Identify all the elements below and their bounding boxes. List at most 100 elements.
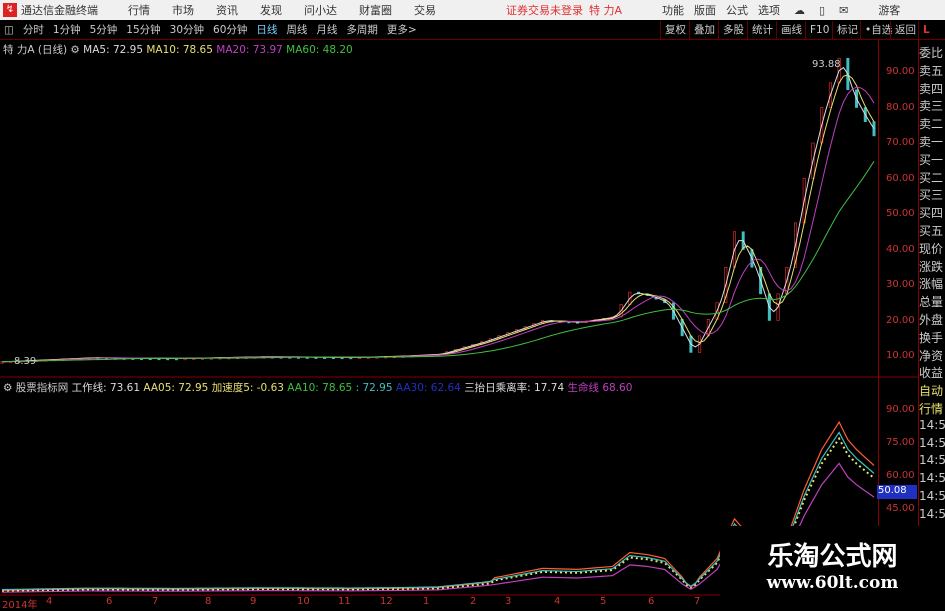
btn-diejia[interactable]: 叠加	[689, 21, 719, 39]
ma20-line	[1, 86, 875, 363]
stock-name: 特 力A	[589, 4, 623, 17]
quote-label: 14:56	[919, 489, 945, 503]
time-tick: 11	[338, 596, 351, 607]
ind-item: AA30: 62.64	[395, 382, 461, 394]
watermark-title: 乐淘公式网	[767, 542, 898, 572]
candle	[828, 82, 832, 108]
ind-item: 68.60	[602, 382, 633, 394]
candle	[811, 142, 815, 179]
level-indicator-icon[interactable]: L	[918, 21, 934, 39]
ind-item: 生命线	[567, 382, 599, 394]
ind-y-tick: 90.00	[886, 404, 915, 415]
quote-label: 换手	[919, 330, 944, 345]
period-monthly[interactable]: 月线	[316, 24, 338, 36]
y-tick: 50.00	[886, 208, 915, 219]
time-tick: 2014年	[2, 600, 38, 611]
indicator-name: 股票指标网	[15, 382, 69, 394]
quote-label: 卖三	[919, 99, 944, 114]
cloud-icon[interactable]: ☁	[794, 3, 806, 17]
menu-jiaoyi[interactable]: 交易	[414, 4, 436, 17]
menu-xuanxiang[interactable]: 选项	[758, 4, 781, 17]
time-tick: 6	[648, 596, 655, 607]
menu-shichang[interactable]: 市场	[172, 4, 194, 17]
menu-hangqing[interactable]: 行情	[128, 4, 150, 17]
btn-f10[interactable]: F10	[805, 21, 833, 39]
btn-zixuan[interactable]: •自选	[860, 21, 896, 39]
high-price-label: 93.88	[812, 59, 841, 70]
period-toolbar: ◫ 分时 1分钟 5分钟 15分钟 30分钟 60分钟 日线 周线 月线 多周期…	[0, 20, 945, 40]
candle	[794, 222, 798, 268]
y-tick: 10.00	[886, 350, 915, 361]
time-tick: 2	[470, 596, 477, 607]
time-tick: 10	[297, 596, 310, 607]
y-tick: 70.00	[886, 137, 915, 148]
period-daily[interactable]: 日线	[256, 24, 278, 36]
ind-item: AA10: 78.65	[287, 382, 353, 394]
btn-biaoji[interactable]: 标记	[832, 21, 862, 39]
main-chart-legend: 特 力A (日线) ⚙ MA5: 72.95 MA10: 78.65 MA20:…	[3, 42, 353, 57]
panel-toggle-icon[interactable]: ◫	[4, 23, 14, 36]
app-title: 通达信金融终端	[21, 4, 98, 17]
period-weekly[interactable]: 周线	[286, 24, 308, 36]
time-tick: 5	[600, 596, 607, 607]
period-30min[interactable]: 30分钟	[169, 24, 205, 36]
period-5min[interactable]: 5分钟	[89, 24, 118, 36]
quote-label: 外盘	[919, 313, 944, 327]
y-tick: 40.00	[886, 244, 915, 255]
time-tick: 6	[106, 596, 113, 607]
menu-faxian[interactable]: 发现	[260, 4, 282, 17]
y-tick: 60.00	[886, 173, 915, 184]
menu-gongneng[interactable]: 功能	[662, 4, 685, 17]
quote-label: 14:56	[919, 453, 945, 468]
y-tick: 90.00	[886, 66, 915, 77]
quote-label: 卖五	[919, 63, 944, 78]
quote-label: 14:56	[919, 506, 945, 521]
menu-caifuquan[interactable]: 财富圈	[359, 4, 392, 17]
low-price-label: 8.39	[14, 356, 37, 367]
quote-panel	[918, 40, 945, 595]
login-status[interactable]: 证券交易未登录	[506, 4, 583, 17]
candle	[776, 293, 780, 321]
aa05-line	[1, 436, 875, 593]
period-fenshi[interactable]: 分时	[22, 24, 44, 36]
period-more[interactable]: 更多>	[386, 24, 417, 36]
btn-huaxian[interactable]: 画线	[776, 21, 806, 39]
ma5-label: MA5: 72.95	[83, 44, 144, 56]
time-tick: 1	[423, 596, 430, 607]
menu-gongshi[interactable]: 公式	[726, 4, 749, 17]
period-15min[interactable]: 15分钟	[126, 24, 161, 36]
btn-tongji[interactable]: 统计	[747, 21, 777, 39]
period-multi[interactable]: 多周期	[346, 24, 378, 36]
settings-icon[interactable]: ⚙	[70, 44, 80, 56]
main-chart-title: 特 力A (日线)	[3, 44, 68, 56]
current-value-marker: 50.08	[877, 485, 917, 499]
quote-label: 涨跌	[919, 259, 944, 274]
quote-label: 涨幅	[919, 277, 944, 292]
quote-label: 总量	[919, 295, 944, 310]
settings-icon[interactable]: ⚙	[3, 382, 13, 394]
btn-duogu[interactable]: 多股	[718, 21, 748, 39]
quote-label: 净资	[919, 348, 944, 363]
period-1min[interactable]: 1分钟	[52, 24, 81, 36]
candle	[698, 335, 702, 353]
ind-item: 工作线: 73.61	[71, 382, 141, 394]
ind-item: : 72.95	[355, 382, 393, 394]
time-tick: 3	[505, 596, 512, 607]
quote-label: 自动	[919, 384, 944, 399]
btn-fanhui[interactable]: 返回	[890, 21, 920, 39]
ind-item: 三抬日乘离率: 17.74	[464, 382, 565, 394]
btn-fuquan[interactable]: 复权	[660, 21, 690, 39]
menu-wenxiaoda[interactable]: 问小达	[304, 4, 337, 17]
message-icon[interactable]: ✉	[839, 3, 849, 17]
menu-zixun[interactable]: 资讯	[216, 4, 238, 17]
candle	[724, 266, 728, 304]
phone-icon[interactable]: ▯	[819, 3, 826, 17]
guest-user[interactable]: 游客	[878, 4, 901, 17]
period-60min[interactable]: 60分钟	[213, 24, 248, 36]
quote-label: 14:55	[919, 417, 945, 432]
menu-banmian[interactable]: 版面	[694, 4, 717, 17]
ma60-line	[1, 160, 875, 363]
quote-label: 卖二	[919, 117, 944, 132]
quote-label: 买三	[919, 188, 944, 203]
